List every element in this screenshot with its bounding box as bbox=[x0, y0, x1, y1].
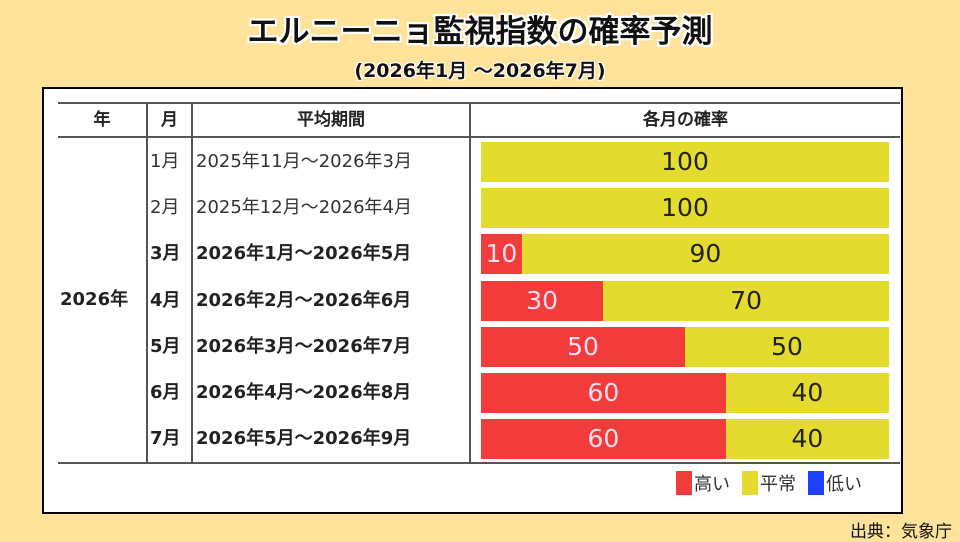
bar-segment-normal: 100 bbox=[481, 142, 889, 182]
month-cell: 6月 bbox=[150, 382, 181, 403]
month-cell: 7月 bbox=[150, 428, 181, 450]
legend-label-normal: 平常 bbox=[760, 474, 796, 495]
year-cell: 2026年 bbox=[60, 289, 129, 310]
header-probability: 各月の確率 bbox=[643, 110, 728, 130]
month-cell: 4月 bbox=[150, 289, 181, 311]
table-bottom-rule bbox=[58, 462, 900, 464]
period-cell: 2026年2月〜2026年6月 bbox=[196, 289, 412, 311]
bar-value-label: 50 bbox=[771, 331, 803, 361]
bar-segment-normal: 70 bbox=[603, 280, 889, 321]
period-cell: 2026年4月〜2026年8月 bbox=[196, 382, 412, 403]
month-cell: 2月 bbox=[150, 197, 180, 219]
bar-segment-normal: 40 bbox=[725, 419, 889, 460]
source-credit: 出典：気象庁 bbox=[850, 522, 952, 542]
legend-swatch-normal bbox=[742, 471, 758, 495]
bar-segment-high: 60 bbox=[481, 419, 726, 460]
legend-label-low: 低い bbox=[826, 474, 862, 495]
bar-value-label: 100 bbox=[661, 147, 709, 176]
bar-segment-normal: 90 bbox=[521, 234, 889, 275]
legend-swatch-high bbox=[676, 471, 692, 495]
bar-segment-normal: 100 bbox=[481, 188, 889, 229]
bar-value-label: 60 bbox=[587, 424, 620, 454]
bar-segment-high: 50 bbox=[481, 326, 685, 367]
header-period: 平均期間 bbox=[297, 110, 365, 130]
bar-value-label: 90 bbox=[689, 239, 722, 269]
bar-value-label: 40 bbox=[791, 378, 824, 407]
bar-value-label: 70 bbox=[730, 285, 763, 315]
bar-segment-high: 10 bbox=[481, 234, 522, 275]
column-divider bbox=[146, 103, 148, 463]
page-subtitle: (2026年1月 〜2026年7月) bbox=[354, 60, 606, 82]
header-year: 年 bbox=[93, 110, 111, 130]
bar-segment-normal: 50 bbox=[685, 326, 889, 367]
month-cell: 5月 bbox=[150, 335, 181, 357]
legend-label-high: 高い bbox=[694, 474, 730, 495]
period-cell: 2026年1月〜2026年5月 bbox=[196, 243, 412, 265]
bar-segment-high: 30 bbox=[481, 280, 604, 321]
table-top-rule bbox=[58, 102, 900, 104]
bar-segment-high: 60 bbox=[481, 373, 726, 413]
month-cell: 3月 bbox=[150, 243, 181, 265]
bar-value-label: 50 bbox=[567, 331, 599, 361]
legend-swatch-low bbox=[808, 471, 824, 495]
column-divider bbox=[191, 103, 193, 463]
bar-segment-normal: 40 bbox=[725, 373, 889, 413]
bar-value-label: 10 bbox=[485, 239, 518, 269]
legend: 高い 平常 低い bbox=[676, 471, 862, 495]
period-cell: 2025年12月〜2026年4月 bbox=[196, 197, 412, 219]
page-title: エルニーニョ監視指数の確率予測 bbox=[247, 14, 713, 50]
bar-value-label: 30 bbox=[526, 285, 559, 315]
bar-value-label: 100 bbox=[661, 193, 709, 223]
period-cell: 2026年3月〜2026年7月 bbox=[196, 335, 412, 357]
period-cell: 2025年11月〜2026年3月 bbox=[196, 151, 412, 172]
bar-value-label: 40 bbox=[791, 424, 824, 454]
month-cell: 1月 bbox=[150, 151, 180, 172]
header-bottom-rule bbox=[58, 136, 900, 138]
bar-value-label: 60 bbox=[587, 378, 620, 407]
header-month: 月 bbox=[161, 110, 178, 130]
column-divider bbox=[469, 103, 471, 463]
period-cell: 2026年5月〜2026年9月 bbox=[196, 428, 412, 450]
